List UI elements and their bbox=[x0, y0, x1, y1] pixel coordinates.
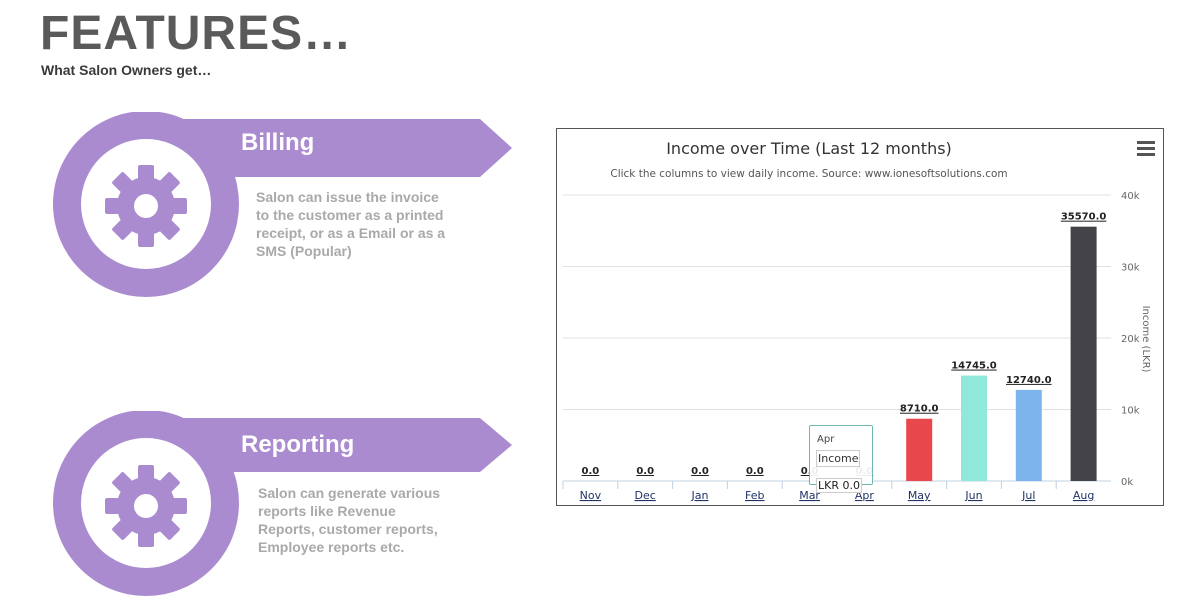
description-line: to the customer as a printed bbox=[256, 207, 444, 223]
x-tick-label[interactable]: Jun bbox=[964, 489, 982, 502]
feature-reporting: Reporting Salon can generate various rep… bbox=[0, 411, 540, 611]
gear-icon bbox=[105, 465, 187, 547]
y-tick-label: 10k bbox=[1121, 406, 1140, 417]
feature-banner-shape bbox=[53, 411, 512, 596]
description-line: Reports, customer reports, bbox=[258, 521, 438, 537]
description-line: Salon can generate various bbox=[258, 485, 441, 501]
y-tick-label: 20k bbox=[1121, 334, 1140, 345]
chart-plot: Income over Time (Last 12 months) Click … bbox=[562, 139, 1151, 502]
page-title: FEATURES… bbox=[40, 7, 353, 60]
income-chart: Income over Time (Last 12 months) Click … bbox=[556, 128, 1164, 506]
chart-title: Income over Time (Last 12 months) bbox=[666, 139, 952, 158]
description-line: SMS (Popular) bbox=[256, 243, 352, 259]
feature-billing: Billing Salon can issue the invoice to t… bbox=[0, 112, 540, 312]
x-tick-label[interactable]: Nov bbox=[580, 489, 602, 502]
bar[interactable] bbox=[1070, 226, 1097, 481]
x-tick-label[interactable]: May bbox=[908, 489, 931, 502]
data-label: 12740.0 bbox=[1006, 375, 1052, 386]
data-label: 0.0 bbox=[746, 466, 764, 477]
chart-menu-icon[interactable] bbox=[1137, 141, 1155, 159]
gear-icon bbox=[105, 165, 187, 247]
feature-reporting-title: Reporting bbox=[241, 431, 355, 458]
x-tick-label[interactable]: Feb bbox=[745, 489, 764, 502]
description-line: Salon can issue the invoice bbox=[256, 189, 439, 205]
description-line: receipt, or as a Email or as a bbox=[256, 225, 446, 241]
feature-billing-title: Billing bbox=[241, 129, 315, 156]
bar[interactable] bbox=[1015, 389, 1042, 481]
bar[interactable] bbox=[906, 418, 933, 481]
data-label: 0.0 bbox=[636, 466, 654, 477]
description-line: reports like Revenue bbox=[258, 503, 396, 519]
tooltip-series-name: Income bbox=[816, 450, 861, 467]
y-tick-label: 30k bbox=[1121, 263, 1140, 274]
x-tick-label[interactable]: Jan bbox=[691, 489, 709, 502]
data-label: 14745.0 bbox=[951, 361, 997, 372]
x-tick-label[interactable]: Mar bbox=[799, 489, 820, 502]
data-label: 8710.0 bbox=[900, 404, 939, 415]
x-tick-label[interactable]: Aug bbox=[1073, 489, 1094, 502]
data-label: 0.0 bbox=[582, 466, 600, 477]
data-label: 35570.0 bbox=[1061, 212, 1107, 223]
tooltip-category: Apr bbox=[817, 434, 835, 445]
data-label: 0.0 bbox=[691, 466, 709, 477]
tooltip-value: LKR 0.0 bbox=[816, 478, 862, 493]
y-tick-label: 40k bbox=[1121, 191, 1140, 202]
x-tick-label[interactable]: Dec bbox=[635, 489, 656, 502]
chart-subtitle: Click the columns to view daily income. … bbox=[610, 168, 1007, 180]
y-axis-label: Income (LKR) bbox=[1140, 306, 1151, 373]
feature-reporting-description: Salon can generate various reports like … bbox=[258, 484, 440, 556]
chart-tooltip: Apr Income LKR 0.0 bbox=[809, 425, 873, 493]
x-tick-label[interactable]: Jul bbox=[1021, 489, 1035, 502]
bar[interactable] bbox=[961, 375, 987, 481]
y-tick-label: 0k bbox=[1121, 477, 1133, 488]
feature-billing-description: Salon can issue the invoice to the custo… bbox=[256, 188, 445, 260]
page-subtitle: What Salon Owners get… bbox=[41, 62, 212, 78]
description-line: Employee reports etc. bbox=[258, 539, 405, 555]
